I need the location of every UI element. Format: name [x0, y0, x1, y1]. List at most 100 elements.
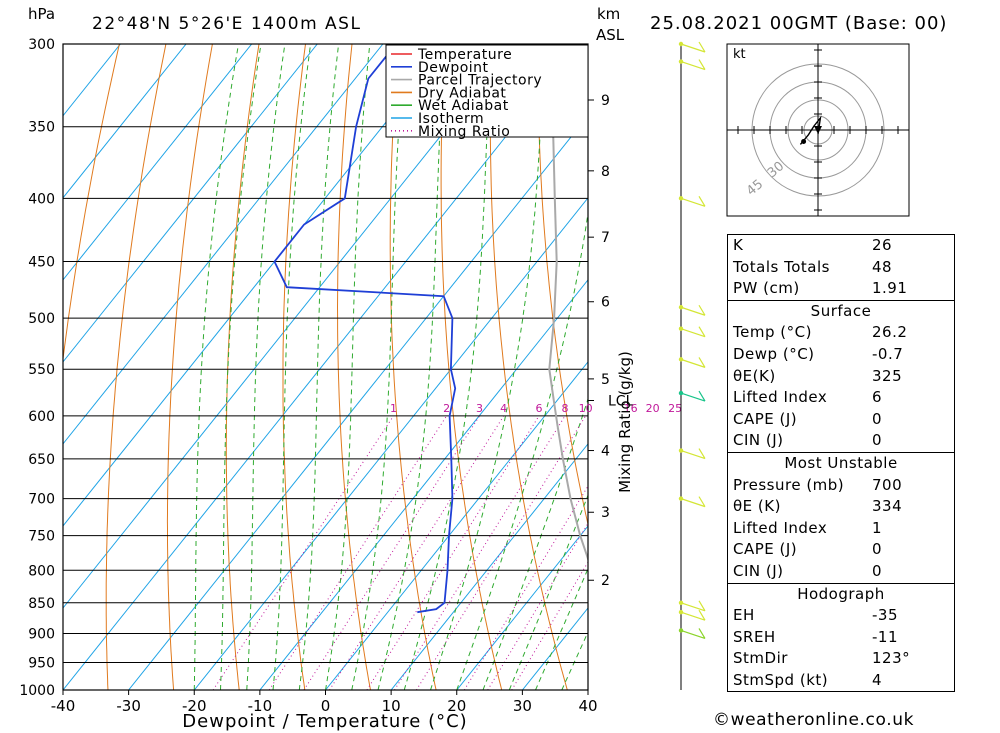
mixing-ratio-line: [511, 561, 588, 690]
index-row-pw: PW (cm) 1.91: [728, 278, 954, 300]
wet-adiabat-line: [535, 567, 588, 690]
legend-label: Dewpoint: [418, 60, 489, 76]
index-label: StmSpd (kt): [733, 670, 829, 689]
index-label: PW (cm): [733, 279, 800, 298]
pressure-tick-label: 1000: [19, 683, 55, 699]
isotherm-line: [193, 197, 588, 690]
wet-adiabat-line: [246, 44, 286, 690]
wind-barb: [680, 357, 706, 368]
pressure-tick-label: 750: [28, 529, 55, 545]
mixing-ratio-label: 3: [476, 402, 483, 415]
index-value: -11: [872, 627, 898, 646]
surface-row: CAPE (J) 0: [728, 409, 954, 431]
index-label: K: [733, 236, 744, 254]
surface-row: Dewp (°C) -0.7: [728, 344, 954, 366]
mu-row: CAPE (J) 0: [728, 539, 954, 561]
index-label: SREH: [733, 627, 776, 646]
dry-adiabat-line: [282, 44, 306, 690]
x-tick-label: -20: [182, 697, 207, 715]
series-dewpoint: [273, 44, 457, 614]
surface-title: Surface: [810, 301, 872, 320]
surface-row: θE(K) 325: [728, 366, 954, 388]
km-tick-label: 2: [601, 573, 610, 589]
legend-label: Parcel Trajectory: [418, 73, 542, 89]
wind-barb: [680, 390, 706, 402]
pressure-tick-label: 300: [28, 37, 55, 53]
lcl-label: LCL: [608, 393, 634, 409]
index-label: Dewp (°C): [733, 344, 815, 363]
index-value: 123°: [872, 649, 911, 668]
index-label: θE (K): [733, 497, 781, 516]
pressure-tick-label: 550: [28, 362, 55, 378]
index-value: 1: [872, 518, 883, 537]
isotherm-line: [63, 44, 187, 199]
index-label: CAPE (J): [733, 540, 798, 559]
mixing-ratio-label: 10: [579, 402, 593, 415]
km-tick-label: 9: [601, 93, 610, 109]
index-value: -35: [872, 606, 898, 625]
surface-row: Lifted Index 6: [728, 387, 954, 409]
index-value: 0: [872, 561, 883, 580]
most-unstable-box: Most Unstable Pressure (mb) 700 θE (K) 334…: [727, 452, 955, 584]
x-tick-label: 30: [513, 697, 532, 715]
dry-adiabat-line: [225, 44, 260, 690]
indices-panel: K 26 Totals Totals 48 PW (cm) 1.91 Surface …: [727, 234, 955, 693]
mixing-ratio-label: 16: [624, 402, 638, 415]
pressure-tick-label: 850: [28, 596, 55, 612]
mixing-ratio-label: 6: [535, 402, 542, 415]
isotherm-line: [456, 525, 588, 690]
index-value: 26: [872, 236, 893, 254]
mixing-ratio-label: 25: [668, 402, 682, 415]
km-label: km: [597, 5, 620, 23]
legend-label: Mixing Ratio: [418, 124, 510, 140]
pressure-tick-label: 700: [28, 492, 55, 508]
wind-barb: [680, 609, 706, 621]
legend-label: Isotherm: [418, 111, 484, 127]
wind-barb-dot: [678, 390, 684, 396]
index-label: θE(K): [733, 366, 776, 385]
index-value: 48: [872, 257, 893, 276]
isotherm-line: [390, 443, 588, 690]
mixing-ratio-line: [329, 415, 505, 690]
index-row-totals: Totals Totals 48: [728, 257, 954, 279]
pressure-tick-label: 400: [28, 191, 55, 207]
storm-motion-marker: [801, 139, 807, 145]
wet-adiabat-line: [220, 44, 262, 690]
index-row-k: K 26: [728, 235, 954, 257]
index-value: 0: [872, 431, 883, 450]
surface-row: CIN (J) 0: [728, 430, 954, 452]
mu-row: Pressure (mb) 700: [728, 475, 954, 497]
surface-box: Surface Temp (°C) 26.2 Dewp (°C) -0.7 θE(K…: [727, 300, 955, 453]
index-label: CIN (J): [733, 431, 784, 450]
isotherm-line: [128, 114, 588, 690]
hodo-row: StmSpd (kt) 4: [728, 670, 954, 692]
pressure-tick-label: 350: [28, 120, 55, 136]
isotherm-line: [325, 361, 588, 690]
legend-label: Temperature: [417, 47, 512, 63]
mixing-ratio-line: [463, 485, 588, 690]
isotherm-line: [63, 44, 449, 527]
mixing-ratio-labels: 1 2 3 4 6 8 10 16 20 25: [390, 402, 682, 415]
x-tick-label: 20: [447, 697, 466, 715]
wet-adiabat-line: [298, 44, 340, 690]
index-label: Lifted Index: [733, 518, 828, 537]
wind-barb: [680, 41, 706, 53]
hodograph-title: Hodograph: [797, 584, 885, 603]
isotherm-line: [259, 279, 588, 690]
plot-frame: [62, 43, 589, 691]
index-value: 0: [872, 409, 883, 428]
isotherm-line: [63, 44, 318, 363]
index-value: 334: [872, 497, 903, 516]
index-label: Lifted Index: [733, 388, 828, 407]
km-tick-label: 5: [601, 372, 610, 388]
hodograph-arrow: [814, 126, 822, 134]
hodo-row: StmDir 123°: [728, 648, 954, 670]
x-tick-label: -40: [51, 697, 76, 715]
km-tick-label: 8: [601, 164, 610, 180]
datetime-title: 25.08.2021 00GMT (Base: 00): [650, 13, 947, 34]
x-tick-label: -30: [116, 697, 141, 715]
pressure-tick-label: 950: [28, 655, 55, 671]
location-title: 22°48'N 5°26'E 1400m ASL: [92, 14, 361, 34]
wet-adiabat-line: [430, 44, 546, 690]
mixing-ratio-axis-label: Mixing Ratio (g/kg): [616, 351, 634, 493]
